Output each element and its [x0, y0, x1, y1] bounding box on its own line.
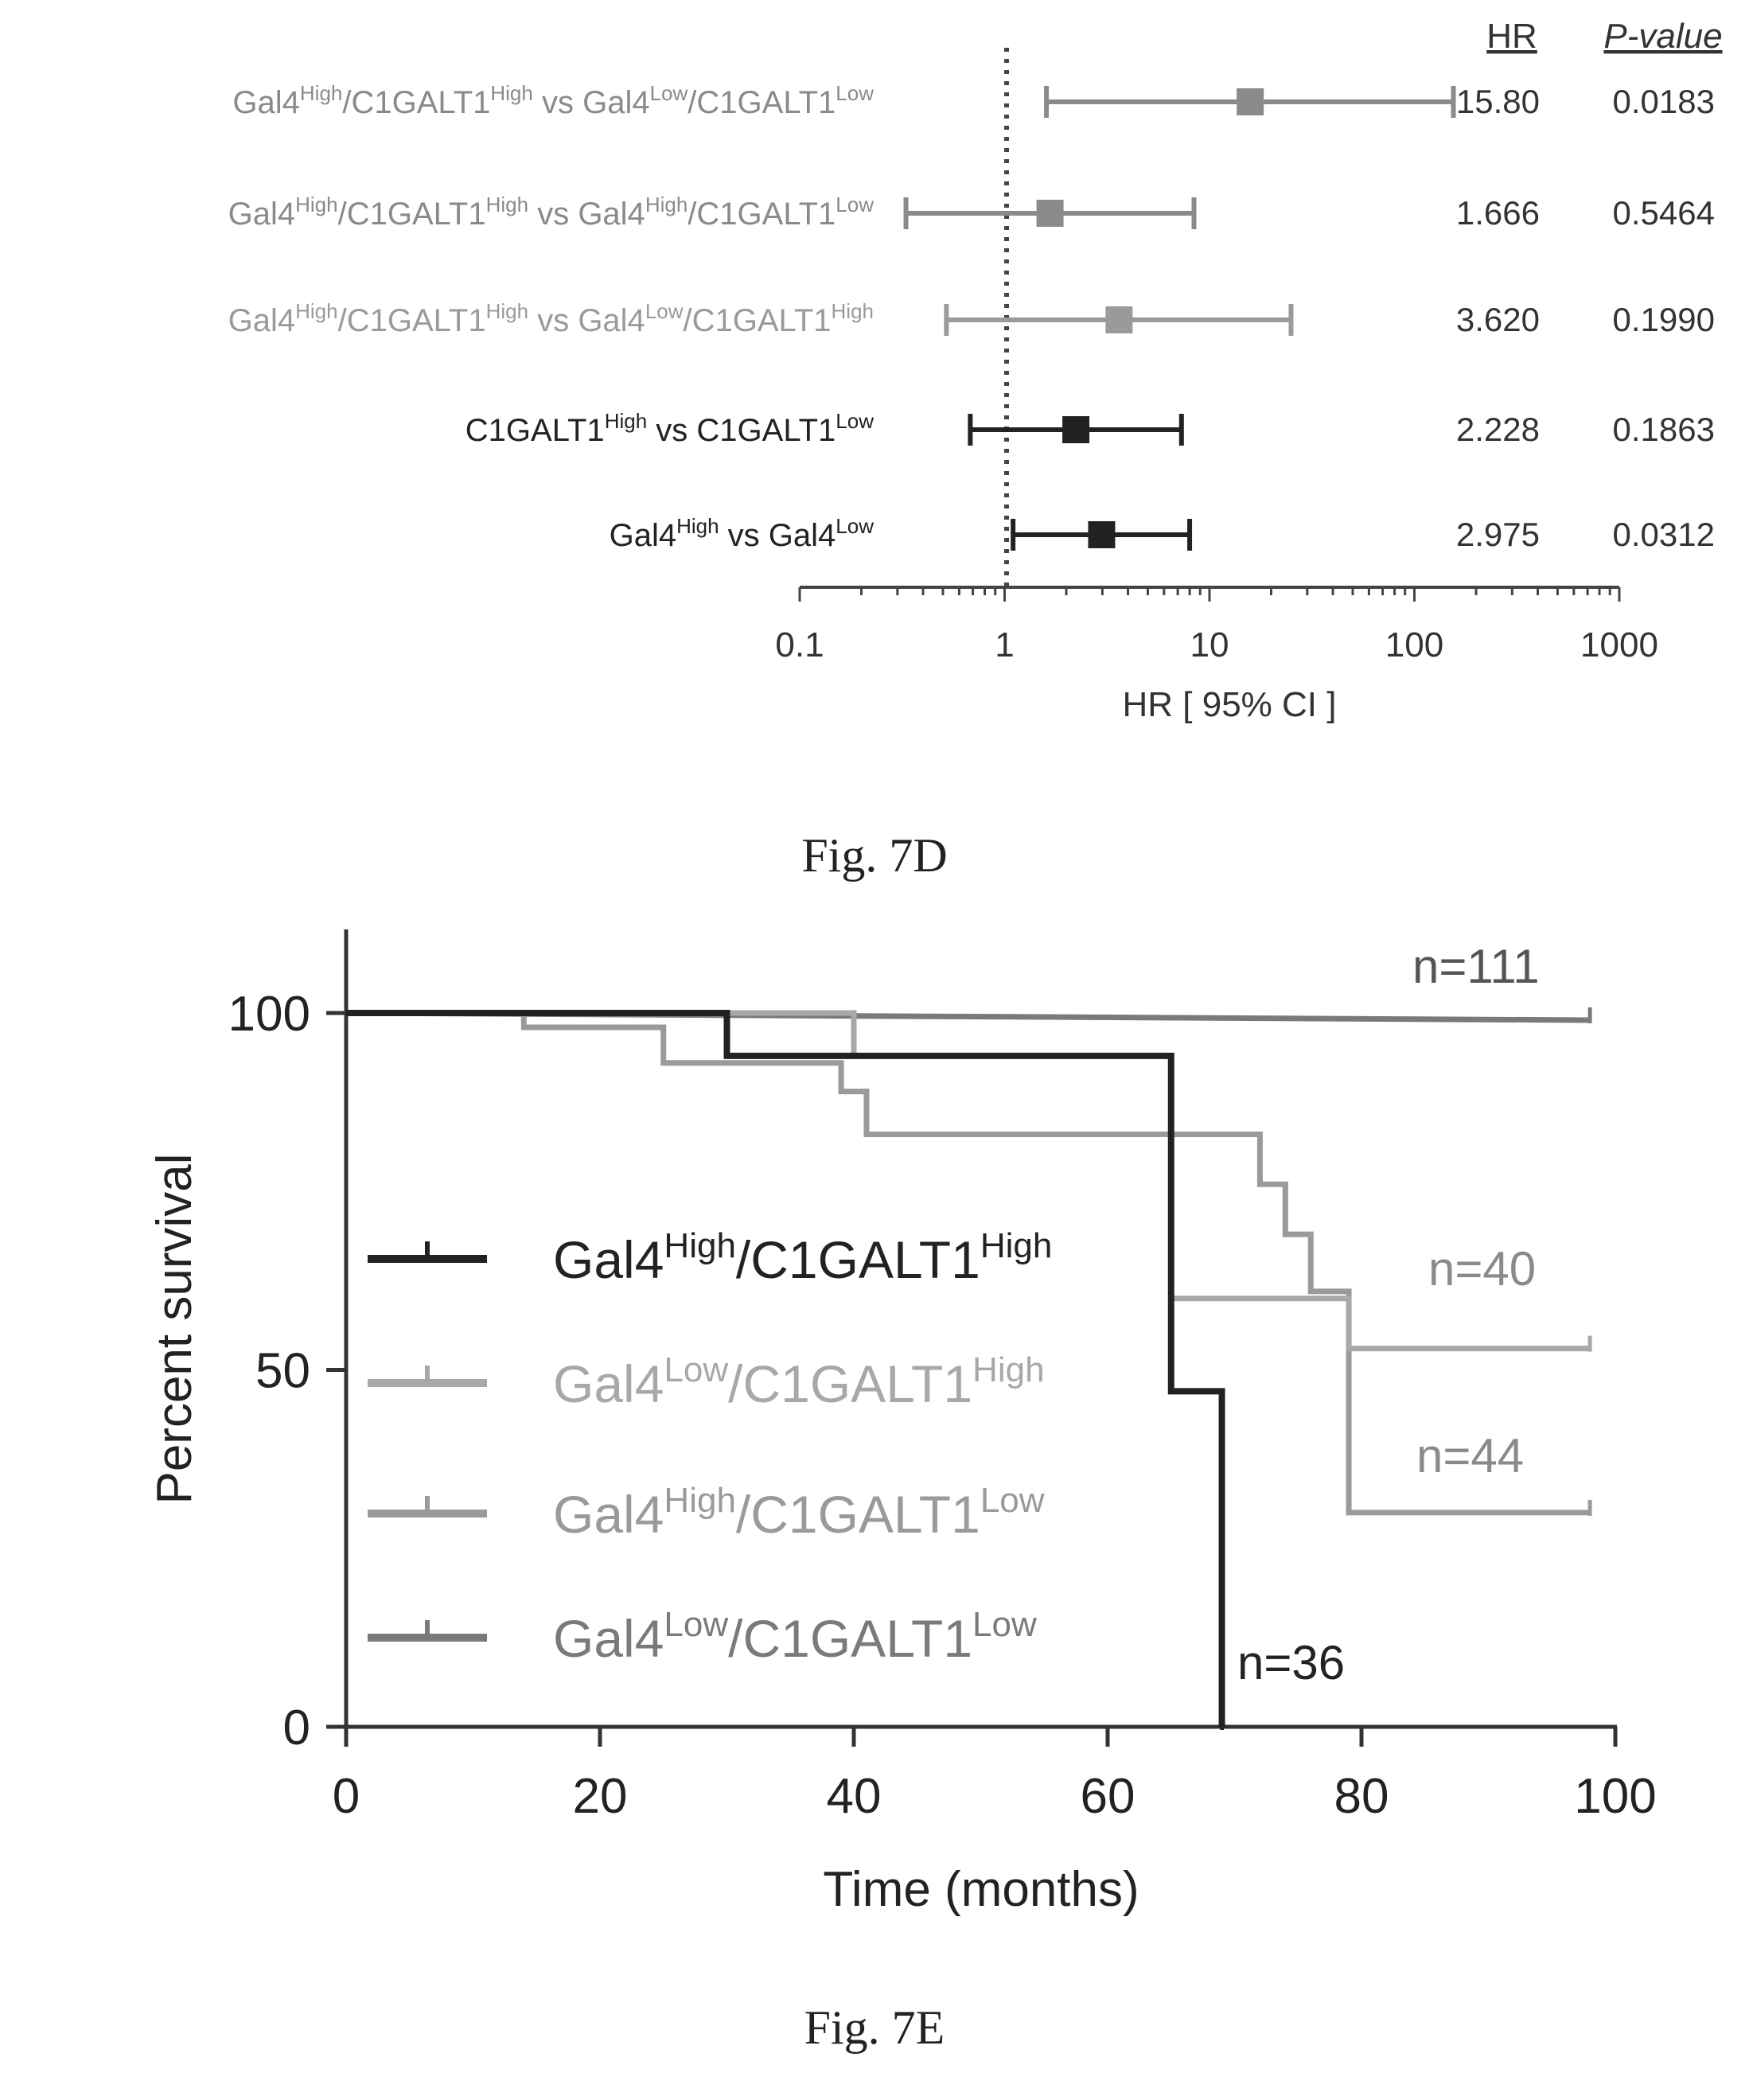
forest-row-label: Gal4High vs Gal4Low: [610, 514, 874, 553]
km-legend-item: Gal4Low/C1GALT1High: [368, 1350, 1045, 1413]
forest-p-value: 0.0312: [1613, 516, 1715, 553]
km-x-tick-label: 100: [1574, 1769, 1656, 1824]
km-legend-label: Gal4High/C1GALT1Low: [553, 1481, 1045, 1544]
forest-hr-marker: [1062, 416, 1090, 443]
fig-7e-caption: Fig. 7E: [804, 2001, 945, 2054]
km-x-tick-label: 20: [573, 1769, 628, 1824]
forest-tick-label: 0.1: [775, 625, 824, 664]
km-y-tick-label: 50: [255, 1344, 310, 1399]
km-x-tick-label: 80: [1334, 1769, 1389, 1824]
forest-hr-value: 2.975: [1456, 516, 1540, 553]
forest-hr-marker: [1088, 521, 1116, 548]
forest-p-value: 0.1863: [1613, 411, 1715, 448]
km-legend-item: Gal4High/C1GALT1Low: [368, 1481, 1045, 1544]
km-x-tick-label: 40: [827, 1769, 882, 1824]
km-legend-label: Gal4Low/C1GALT1High: [553, 1350, 1045, 1413]
forest-hr-value: 15.80: [1456, 83, 1540, 120]
forest-tick-label: 1: [995, 625, 1014, 664]
forest-hr-marker: [1105, 306, 1133, 333]
n-label-111: n=111: [1412, 940, 1540, 993]
km-legend-label: Gal4Low/C1GALT1Low: [553, 1605, 1037, 1668]
hr-column-header: HR: [1486, 17, 1537, 56]
p-value-column-header: P-value: [1603, 17, 1722, 56]
km-x-tick-label: 60: [1081, 1769, 1135, 1824]
km-x-axis-label: Time (months): [823, 1862, 1139, 1917]
forest-p-value: 0.0183: [1613, 83, 1715, 120]
n-label-44: n=44: [1416, 1429, 1524, 1482]
km-y-tick-label: 0: [283, 1701, 310, 1755]
forest-row: C1GALT1High vs C1GALT1Low 2.228 0.1863: [465, 409, 1715, 448]
km-y-tick-label: 100: [228, 987, 310, 1042]
km-y-axis-label: Percent survival: [147, 1153, 202, 1504]
fig-7d-caption: Fig. 7D: [801, 829, 947, 882]
forest-row: Gal4High/C1GALT1High vs Gal4High/C1GALT1…: [228, 193, 1715, 232]
forest-hr-value: 1.666: [1456, 194, 1540, 232]
forest-hr-marker: [1237, 88, 1264, 115]
forest-row-label: C1GALT1High vs C1GALT1Low: [465, 409, 874, 448]
forest-hr-value: 2.228: [1456, 411, 1540, 448]
forest-p-value: 0.5464: [1613, 194, 1715, 232]
km-legend-item: Gal4High/C1GALT1High: [368, 1226, 1052, 1289]
forest-hr-marker: [1036, 200, 1064, 227]
survival-plot: 0 50 100 0 20 40 60 80 100 Percent survival Tim…: [147, 929, 1657, 2054]
forest-p-value: 0.1990: [1613, 301, 1715, 338]
km-legend-item: Gal4Low/C1GALT1Low: [368, 1605, 1037, 1668]
forest-row: Gal4High vs Gal4Low 2.975 0.0312: [610, 514, 1715, 553]
km-series-line: [346, 1010, 1591, 1352]
km-legend-label: Gal4High/C1GALT1High: [553, 1226, 1052, 1289]
km-series-line: [346, 1010, 1225, 1727]
forest-row-label: Gal4High/C1GALT1High vs Gal4High/C1GALT1…: [228, 193, 874, 232]
forest-tick-label: 1000: [1580, 625, 1658, 664]
n-label-36: n=36: [1237, 1636, 1345, 1689]
forest-x-axis-label: HR [ 95% CI ]: [1123, 685, 1337, 724]
forest-row: Gal4High/C1GALT1High vs Gal4Low/C1GALT1L…: [232, 81, 1715, 120]
forest-tick-label: 100: [1385, 625, 1443, 664]
n-label-40: n=40: [1428, 1242, 1536, 1295]
forest-plot: HR P-value Gal4High/C1GALT1High vs Gal4L…: [228, 17, 1723, 882]
forest-tick-label: 10: [1190, 625, 1229, 664]
forest-row-label: Gal4High/C1GALT1High vs Gal4Low/C1GALT1H…: [228, 299, 874, 338]
forest-row: Gal4High/C1GALT1High vs Gal4Low/C1GALT1H…: [228, 299, 1715, 338]
forest-row-label: Gal4High/C1GALT1High vs Gal4Low/C1GALT1L…: [232, 81, 874, 120]
km-x-tick-label: 0: [333, 1769, 360, 1824]
forest-hr-value: 3.620: [1456, 301, 1540, 338]
